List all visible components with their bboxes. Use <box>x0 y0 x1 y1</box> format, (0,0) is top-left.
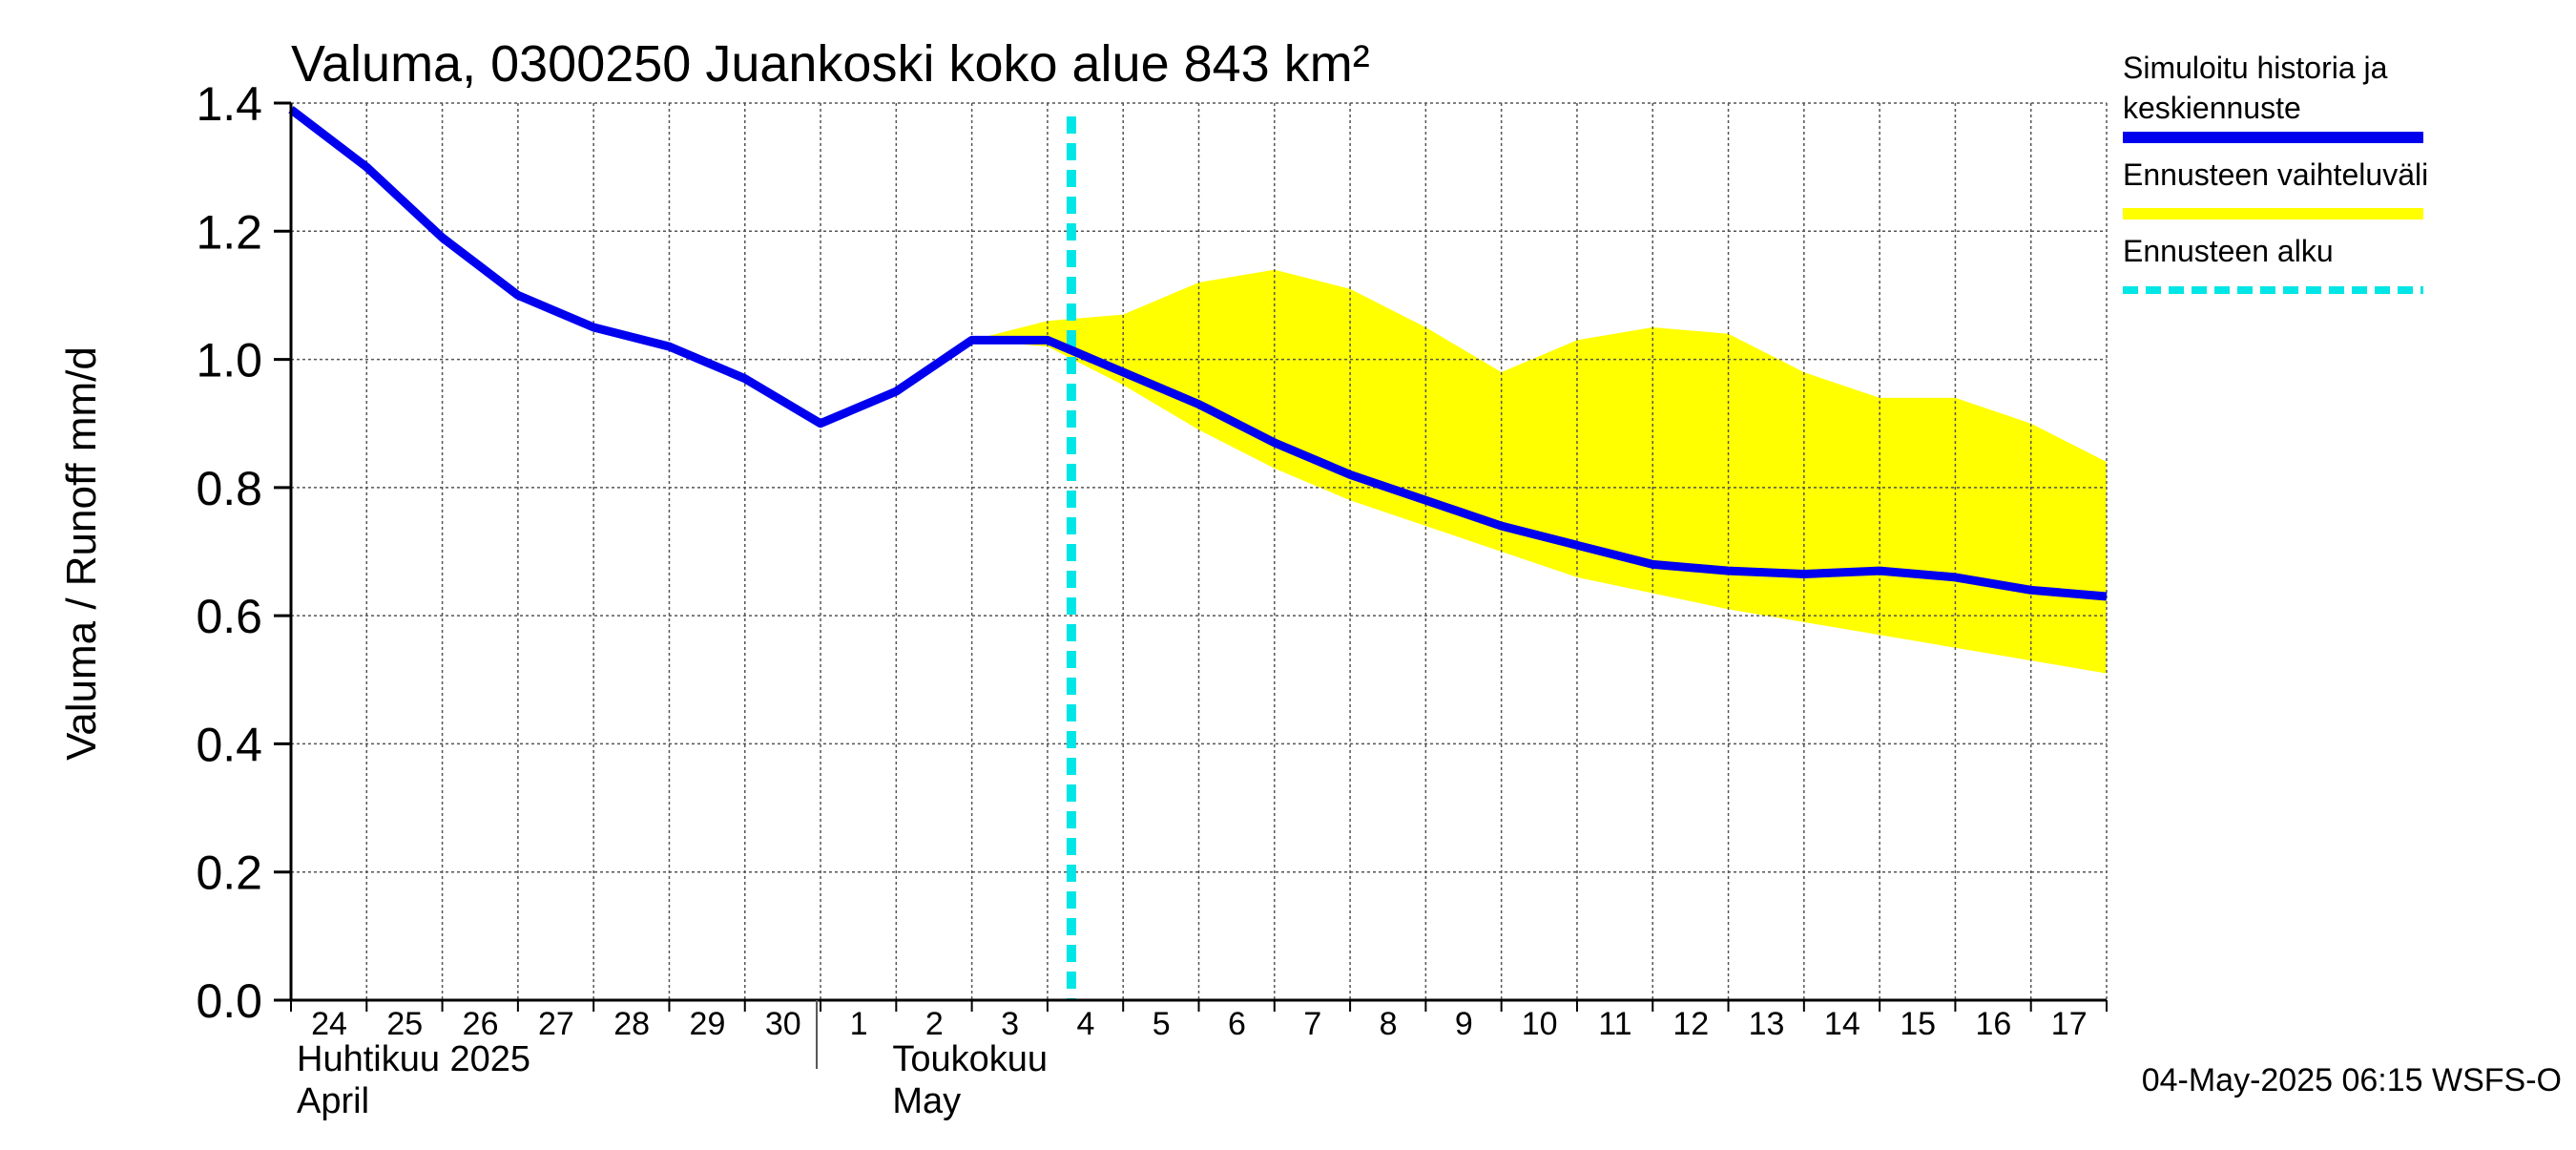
x-tick-label: 8 <box>1380 1006 1398 1042</box>
month-label-english: May <box>892 1081 961 1121</box>
grid-layer <box>290 102 2108 1001</box>
y-tick-label: 1.2 <box>196 205 262 259</box>
y-tick-label: 0.2 <box>196 847 262 900</box>
axes-layer: 0.00.20.40.60.81.01.21.424 25 26 27 28 29 30 1 2… <box>196 77 2108 1121</box>
series-layer <box>288 106 2108 601</box>
month-label: Toukokuu <box>892 1039 1048 1079</box>
legend-item: Ennusteen vaihteluväli <box>2123 157 2428 220</box>
x-tick-label: 10 <box>1522 1006 1558 1042</box>
x-tick-label: 9 <box>1455 1006 1473 1042</box>
y-tick-label: 0.6 <box>196 590 262 643</box>
legend-label: keskiennuste <box>2123 91 2301 125</box>
y-tick-label: 0.0 <box>196 974 262 1028</box>
x-tick-label: 15 <box>1900 1006 1936 1042</box>
x-tick-label: 28 <box>613 1006 650 1042</box>
chart-title: Valuma, 0300250 Juankoski koko alue 843 … <box>291 35 1370 93</box>
x-tick-label: 24 <box>311 1006 347 1042</box>
month-label-english: April <box>297 1081 369 1121</box>
y-tick-label: 1.0 <box>196 334 262 387</box>
series-simulated-line <box>288 106 2108 601</box>
legend-label: Ennusteen alku <box>2123 234 2334 268</box>
x-tick-label: 7 <box>1303 1006 1321 1042</box>
y-tick-label: 0.4 <box>196 718 262 771</box>
month-label: Huhtikuu 2025 <box>297 1039 530 1079</box>
x-tick-label: 29 <box>690 1006 726 1042</box>
legend-item: Simuloitu historia ja keskiennuste <box>2123 51 2423 143</box>
forecast-band-layer <box>971 269 2107 674</box>
y-axis-label: Valuma / Runoff mm/d <box>58 346 105 761</box>
x-tick-label: 6 <box>1228 1006 1246 1042</box>
x-tick-label: 2 <box>925 1006 944 1042</box>
x-tick-label: 16 <box>1976 1006 2012 1042</box>
x-tick-label: 13 <box>1749 1006 1785 1042</box>
footer-timestamp: 04-May-2025 06:15 WSFS-O <box>2142 1062 2562 1098</box>
x-tick-label: 3 <box>1001 1006 1019 1042</box>
legend: Simuloitu historia ja keskiennuste Ennuste… <box>2123 51 2428 294</box>
x-tick-label: 30 <box>765 1006 801 1042</box>
legend-label: Ennusteen vaihteluväli <box>2123 157 2428 192</box>
x-tick-label: 17 <box>2051 1006 2088 1042</box>
legend-label: Simuloitu historia ja <box>2123 51 2388 85</box>
x-tick-label: 11 <box>1598 1006 1631 1042</box>
text-layer: Valuma, 0300250 Juankoski koko alue 843 … <box>58 35 2562 1098</box>
x-tick-label: 26 <box>463 1006 499 1042</box>
legend-item: Ennusteen alku <box>2123 234 2423 294</box>
x-tick-label: 5 <box>1153 1006 1171 1042</box>
forecast-range-band <box>971 269 2107 674</box>
x-tick-label: 4 <box>1076 1006 1094 1042</box>
x-tick-label: 12 <box>1672 1006 1709 1042</box>
x-tick-label: 14 <box>1824 1006 1860 1042</box>
x-tick-label: 1 <box>850 1006 868 1042</box>
x-tick-label: 25 <box>386 1006 423 1042</box>
y-tick-label: 0.8 <box>196 462 262 515</box>
x-tick-label: 27 <box>538 1006 574 1042</box>
y-tick-label: 1.4 <box>196 77 262 131</box>
